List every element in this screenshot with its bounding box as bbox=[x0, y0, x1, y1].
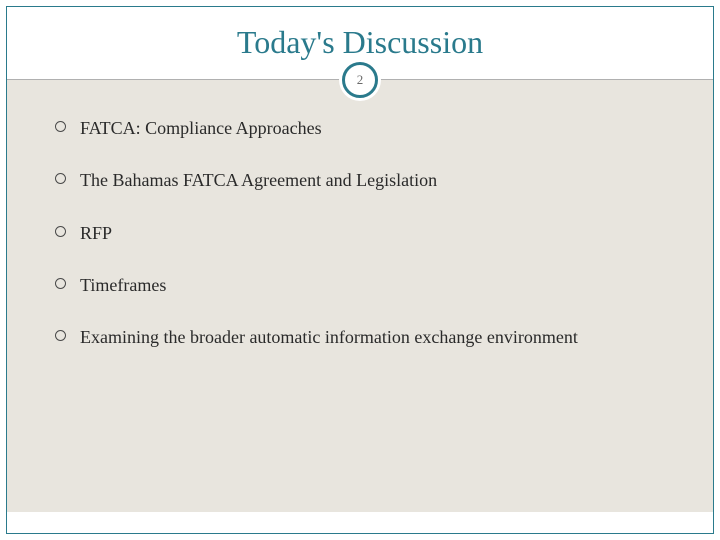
badge-circle: 2 bbox=[342, 62, 378, 98]
divider-line: 2 bbox=[7, 79, 713, 80]
page-number-badge: 2 bbox=[342, 62, 378, 98]
page-number: 2 bbox=[357, 72, 364, 88]
